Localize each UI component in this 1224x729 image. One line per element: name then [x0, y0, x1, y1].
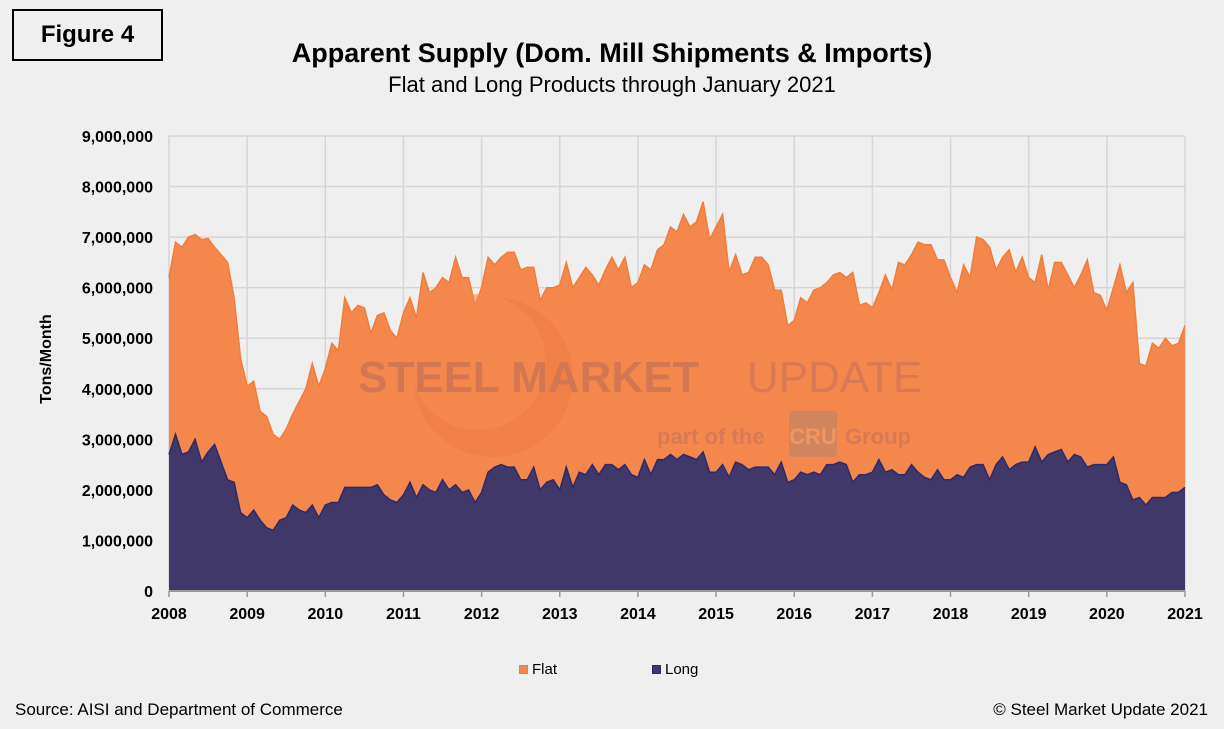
y-tick-label: 1,000,000 [82, 533, 153, 550]
x-tick-label: 2010 [308, 606, 344, 623]
x-tick-label: 2011 [386, 606, 421, 623]
x-tick-label: 2008 [151, 606, 187, 623]
series-line-flat [168, 201, 1186, 441]
copyright-note: © Steel Market Update 2021 [993, 700, 1208, 719]
x-tick-label: 2018 [933, 606, 969, 623]
source-note: Source: AISI and Department of Commerce [15, 700, 343, 719]
legend-swatch-long [652, 665, 661, 674]
y-tick-label: 9,000,000 [82, 129, 153, 146]
y-tick-label: 4,000,000 [82, 382, 153, 399]
legend-item-long: Long [652, 661, 698, 678]
y-tick-label: 2,000,000 [82, 483, 153, 500]
y-tick-label: 5,000,000 [82, 331, 153, 348]
x-tick-label: 2013 [542, 606, 578, 623]
x-tick-label: 2017 [855, 606, 891, 623]
legend-item-flat: Flat [519, 661, 557, 678]
watermark-text-light: UPDATE [747, 353, 922, 402]
y-tick-label: 6,000,000 [82, 281, 153, 298]
x-tick-label: 2012 [464, 606, 500, 623]
y-tick-label: 0 [144, 584, 153, 601]
series-line-long [168, 431, 1186, 532]
areas [168, 201, 1186, 591]
y-tick-label: 3,000,000 [82, 432, 153, 449]
watermark-circle-inner [410, 294, 546, 430]
axes: 0 1,000,000 2,000,000 3,000,000 4,000,000 5,0… [82, 129, 1203, 623]
legend-label-long: Long [665, 661, 699, 678]
watermark: STEEL MARKET UPDATE part of the CRU Grou… [358, 294, 922, 457]
cru-logo [789, 411, 837, 457]
x-tick-label: 2021 [1167, 606, 1203, 623]
figure-label: Figure 4 [12, 9, 163, 61]
legend-swatch-flat [519, 665, 528, 674]
x-tick-label: 2014 [620, 606, 656, 623]
legend-label-flat: Flat [532, 661, 558, 678]
watermark-part-of: part of the [657, 424, 765, 449]
chart-title: Apparent Supply (Dom. Mill Shipments & I… [291, 38, 933, 68]
cru-logo-text: CRU [789, 424, 837, 449]
watermark-group: Group [845, 424, 911, 449]
chart-subtitle: Flat and Long Products through January 2… [388, 72, 836, 97]
x-tick-label: 2016 [776, 606, 812, 623]
y-tick-label: 7,000,000 [82, 230, 153, 247]
x-tick-label: 2015 [698, 606, 734, 623]
series-area-long [169, 434, 1185, 591]
series-area-flat [169, 201, 1185, 531]
watermark-text-bold: STEEL MARKET [358, 353, 700, 402]
x-tick-label: 2020 [1089, 606, 1125, 623]
x-tick-label: 2009 [229, 606, 265, 623]
x-tick-label: 2019 [1011, 606, 1047, 623]
y-tick-label: 8,000,000 [82, 180, 153, 197]
